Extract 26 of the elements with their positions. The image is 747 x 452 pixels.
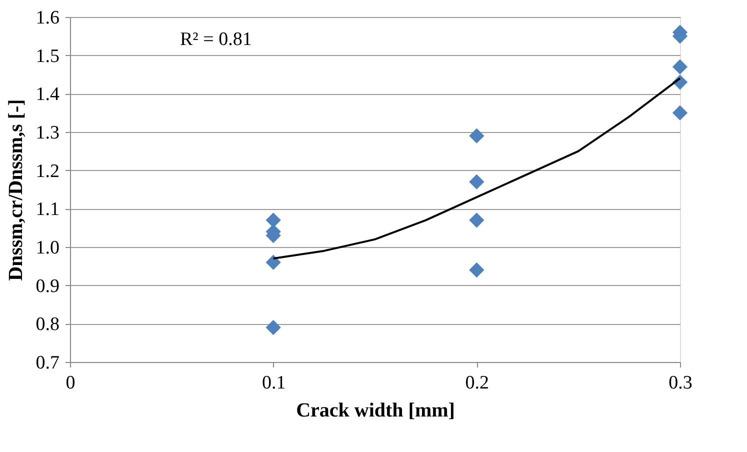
y-tick-label: 1.2 <box>36 160 60 182</box>
x-tick-label: 0.2 <box>465 372 490 394</box>
point <box>469 174 484 190</box>
y-tick-label: 1.6 <box>36 8 60 28</box>
x-tick-label: 0 <box>66 372 76 394</box>
x-tick-label: 0.1 <box>262 372 286 394</box>
annotation: R² = 0.81 <box>180 29 252 50</box>
y-axis-title: Dnssm,cr/Dnssm,s [-] <box>4 99 27 281</box>
y-tick-label: 0.8 <box>36 314 60 336</box>
x-axis-title: Crack width [mm] <box>296 400 455 422</box>
point <box>469 212 484 228</box>
y-tick-label: 1.1 <box>36 199 60 220</box>
x-tick-label: 0.3 <box>668 372 692 394</box>
point <box>266 212 281 228</box>
point <box>469 262 484 278</box>
y-tick-label: 1.4 <box>36 84 60 106</box>
point <box>672 59 688 74</box>
point <box>672 105 688 120</box>
point <box>266 254 281 270</box>
point <box>469 128 484 144</box>
y-tick-label: 1.5 <box>36 46 60 67</box>
y-tick-label: 0.9 <box>36 276 60 297</box>
point <box>266 320 281 336</box>
y-tick-label: 1.0 <box>36 238 60 258</box>
y-tick-label: 0.7 <box>36 352 60 374</box>
y-tick-label: 1.3 <box>36 122 60 144</box>
